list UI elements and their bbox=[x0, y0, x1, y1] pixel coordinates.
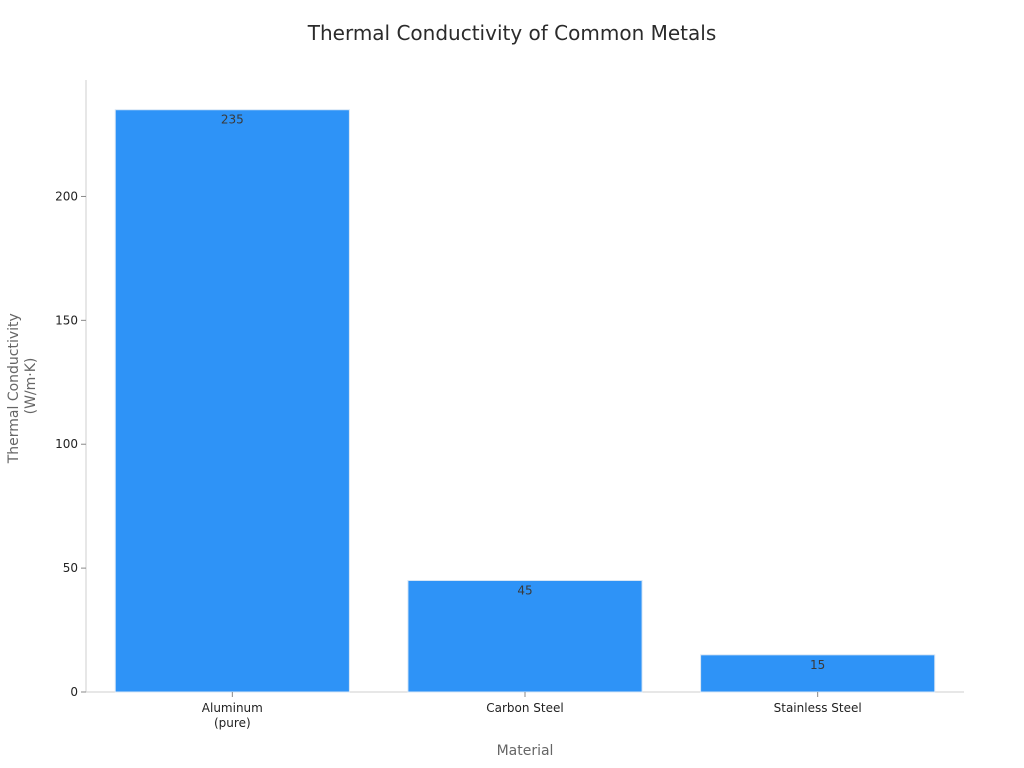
bars bbox=[114, 109, 936, 693]
bar bbox=[700, 654, 936, 693]
y-axis-label-line-1: Thermal Conductivity bbox=[6, 313, 22, 464]
y-tick-label: 200 bbox=[55, 189, 78, 203]
x-tick-label: Stainless Steel bbox=[774, 701, 862, 715]
bar-value-label: 45 bbox=[517, 584, 532, 598]
bar-value-label: 15 bbox=[810, 658, 825, 672]
y-axis-ticks: 0 50 100 150 200 bbox=[55, 189, 86, 699]
y-axis-label: Thermal Conductivity (W/m·K) bbox=[6, 309, 39, 465]
y-axis-label-line-2: (W/m·K) bbox=[23, 358, 39, 415]
x-axis-ticks: Aluminum (pure) Carbon Steel Stainless Stee… bbox=[202, 692, 862, 730]
bar bbox=[114, 109, 350, 693]
svg-text:Thermal Conductivity (W/: Thermal Conductivity (W/m·K) bbox=[6, 309, 39, 465]
chart-title: Thermal Conductivity of Common Metals bbox=[307, 21, 717, 45]
x-axis-label: Material bbox=[497, 743, 554, 759]
x-tick-label: Aluminum (pure) bbox=[202, 701, 263, 730]
y-tick-label: 150 bbox=[55, 313, 78, 327]
y-tick-label: 100 bbox=[55, 437, 78, 451]
plot-area: 0 50 100 150 200 235 45 15 Aluminum (pure) Carbo… bbox=[55, 80, 964, 730]
bar-value-label: 235 bbox=[221, 113, 244, 127]
y-tick-label: 0 bbox=[70, 685, 78, 699]
y-tick-label: 50 bbox=[63, 561, 78, 575]
data-labels: 235 45 15 bbox=[221, 113, 825, 672]
x-tick-label: Carbon Steel bbox=[486, 701, 563, 715]
